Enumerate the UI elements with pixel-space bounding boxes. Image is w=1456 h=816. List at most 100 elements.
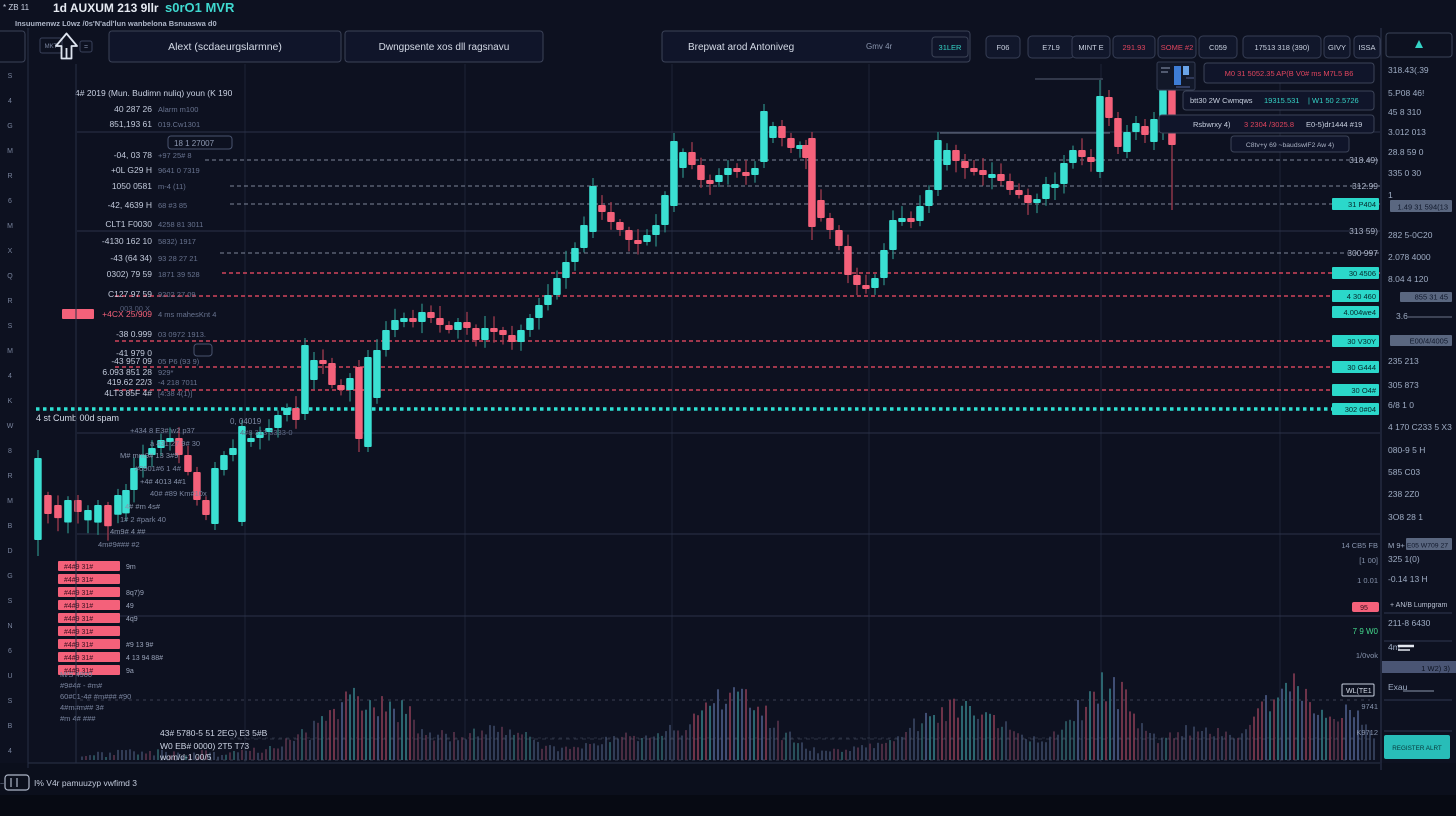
svg-text:ISSA: ISSA <box>1358 43 1375 52</box>
svg-text:8: 8 <box>8 448 12 455</box>
svg-text:+434 8 E3# w2 p37: +434 8 E3# w2 p37 <box>130 426 195 435</box>
svg-text:291.93: 291.93 <box>1123 43 1146 52</box>
svg-text:851,193 61: 851,193 61 <box>109 119 152 129</box>
svg-text:-4130 162 10: -4130 162 10 <box>102 236 152 246</box>
svg-text:#4#9 31#: #4#9 31# <box>64 590 93 597</box>
svg-text:#9#4# - #m#: #9#4# - #m# <box>60 681 103 690</box>
svg-text:1: 1 <box>1388 190 1393 200</box>
svg-text:REGISTER ALRT: REGISTER ALRT <box>1392 745 1442 752</box>
svg-text:#4#9 31#: #4#9 31# <box>64 642 93 649</box>
svg-text:14 CB5 FB: 14 CB5 FB <box>1341 541 1378 550</box>
svg-text:43# 5780-5 51 2EG) E3 5#B: 43# 5780-5 51 2EG) E3 5#B <box>160 728 268 738</box>
svg-text:1050 0581: 1050 0581 <box>112 181 152 191</box>
svg-text:MKT: MKT <box>45 44 58 50</box>
svg-text:W: W <box>7 423 14 430</box>
svg-text:R: R <box>7 473 12 480</box>
svg-text:E7L9: E7L9 <box>1042 43 1060 52</box>
svg-text:+97 25# 8: +97 25# 8 <box>158 151 192 160</box>
svg-text:-42, 4639 H: -42, 4639 H <box>108 200 152 210</box>
svg-text:30 O4#: 30 O4# <box>1351 386 1376 395</box>
svg-text:1871 39 528: 1871 39 528 <box>158 270 200 279</box>
svg-text:S: S <box>8 698 13 705</box>
svg-text:M: M <box>7 498 13 505</box>
svg-text:30 4506: 30 4506 <box>1349 269 1376 278</box>
svg-text:+ AN/B Lumpgram: + AN/B Lumpgram <box>1390 602 1448 609</box>
svg-text:1 0.01: 1 0.01 <box>1357 576 1378 585</box>
svg-text:4258 81 3011: 4258 81 3011 <box>158 220 203 229</box>
svg-text:313 59): 313 59) <box>1349 226 1378 236</box>
svg-text:Dwngpsente xos dll ragsnavu: Dwngpsente xos dll ragsnavu <box>379 42 510 53</box>
svg-text:3 2304 /3025.8: 3 2304 /3025.8 <box>1244 120 1294 129</box>
svg-text:WL(TE1: WL(TE1 <box>1346 688 1372 695</box>
svg-text:4 ms mahesKnt 4: 4 ms mahesKnt 4 <box>158 310 216 319</box>
svg-text:31 P404: 31 P404 <box>1348 200 1376 209</box>
svg-text:a 431 27 9# 30: a 431 27 9# 30 <box>150 439 200 448</box>
svg-text:30 V30Y: 30 V30Y <box>1347 337 1376 346</box>
svg-text:#4#9 31#: #4#9 31# <box>64 603 93 610</box>
svg-text:5832) 1917: 5832) 1917 <box>158 237 196 246</box>
svg-text:45 8 310: 45 8 310 <box>1388 107 1421 117</box>
svg-text:#m 4# ###: #m 4# ### <box>60 714 96 723</box>
svg-text:+4CX 25/909: +4CX 25/909 <box>102 309 152 319</box>
svg-text:-4 218 7011: -4 218 7011 <box>158 378 197 387</box>
svg-text:Alarm m100: Alarm m100 <box>158 105 198 114</box>
svg-text:4: 4 <box>8 98 12 105</box>
svg-text:Q: Q <box>7 273 13 280</box>
svg-text:211-8 6430: 211-8 6430 <box>1388 618 1431 628</box>
svg-text:17513 318 (390): 17513 318 (390) <box>1254 43 1310 52</box>
svg-text:-41 979 0: -41 979 0 <box>116 348 152 358</box>
svg-text:#4#9 31#: #4#9 31# <box>64 629 93 636</box>
svg-text:G: G <box>7 123 12 130</box>
svg-text:4 13 94 88#: 4 13 94 88# <box>126 655 163 662</box>
svg-text:9741: 9741 <box>1361 702 1378 711</box>
svg-text:C059: C059 <box>1209 43 1227 52</box>
svg-text:49: 49 <box>126 603 134 610</box>
svg-text:4#m#m## 3#: 4#m#m## 3# <box>60 703 105 712</box>
svg-text:M# mm9# 13 3#9: M# mm9# 13 3#9 <box>120 451 178 460</box>
svg-text:B: B <box>8 523 13 530</box>
svg-text:D: D <box>7 548 12 555</box>
svg-text:235 213: 235 213 <box>1388 356 1419 366</box>
svg-text:C127 97 59: C127 97 59 <box>108 289 152 299</box>
svg-text:1d AUXUM 213 9llr: 1d AUXUM 213 9llr <box>53 1 159 15</box>
svg-text:CLT1 F0030: CLT1 F0030 <box>105 219 152 229</box>
svg-text:4LT3 85F 4#: 4LT3 85F 4# <box>104 388 152 398</box>
svg-text:#4#9 31#: #4#9 31# <box>64 655 93 662</box>
svg-text:1# 2 #park 40: 1# 2 #park 40 <box>120 515 166 524</box>
svg-text:3O8 28 1: 3O8 28 1 <box>1388 512 1423 522</box>
svg-text:4m9# 4 ##: 4m9# 4 ## <box>110 527 146 536</box>
svg-text:929*: 929* <box>158 368 174 377</box>
svg-text:#4#9 31#: #4#9 31# <box>64 564 93 571</box>
svg-text:#4#9 31#: #4#9 31# <box>64 577 93 584</box>
svg-text:585 C03: 585 C03 <box>1388 467 1420 477</box>
svg-text:N: N <box>7 623 12 630</box>
svg-text:238 2Z0: 238 2Z0 <box>1388 489 1419 499</box>
svg-text:wom/d-1 00/5: wom/d-1 00/5 <box>159 752 212 762</box>
svg-text:312.99: 312.99 <box>1352 181 1378 191</box>
svg-text:| W1 50 2.5726: | W1 50 2.5726 <box>1308 96 1359 105</box>
svg-text:080-9 5 H: 080-9 5 H <box>1388 445 1425 455</box>
svg-text:#4#9 31#: #4#9 31# <box>64 668 93 675</box>
svg-text:282 5-0C20: 282 5-0C20 <box>1388 230 1433 240</box>
svg-text:+0L G29 H: +0L G29 H <box>111 165 152 175</box>
svg-text:9a: 9a <box>126 668 134 675</box>
svg-text:31LER: 31LER <box>939 43 963 52</box>
svg-text:9202 27 09: 9202 27 09 <box>158 290 196 299</box>
svg-text:s0rO1 MVR: s0rO1 MVR <box>165 0 235 15</box>
svg-text:019.Cw1301: 019.Cw1301 <box>158 120 200 129</box>
svg-text:4#8 313 3333-0: 4#8 313 3333-0 <box>240 428 293 437</box>
svg-text:-04, 03 78: -04, 03 78 <box>114 150 153 160</box>
svg-text:-43 957 09: -43 957 09 <box>111 356 152 366</box>
svg-text:30 G444: 30 G444 <box>1347 363 1376 372</box>
svg-text:8q7)9: 8q7)9 <box>126 590 144 597</box>
svg-text:1 W2) 3): 1 W2) 3) <box>1421 664 1450 673</box>
svg-text:28.8 59 0: 28.8 59 0 <box>1388 147 1424 157</box>
svg-text:-43 (64 34): -43 (64 34) <box>110 253 152 263</box>
svg-text:W0 EB# 0000) 2T5 T73: W0 EB# 0000) 2T5 T73 <box>160 741 249 751</box>
svg-text:419.62 22/3: 419.62 22/3 <box>107 377 152 387</box>
svg-text:4 170 C233 5 X3: 4 170 C233 5 X3 <box>1388 422 1452 432</box>
svg-text:05 P6 (93 9): 05 P6 (93 9) <box>158 357 200 366</box>
svg-text:2.078 4000: 2.078 4000 <box>1388 252 1431 262</box>
svg-text:0, 04019: 0, 04019 <box>230 417 262 426</box>
svg-text:4 30 460: 4 30 460 <box>1347 292 1376 301</box>
